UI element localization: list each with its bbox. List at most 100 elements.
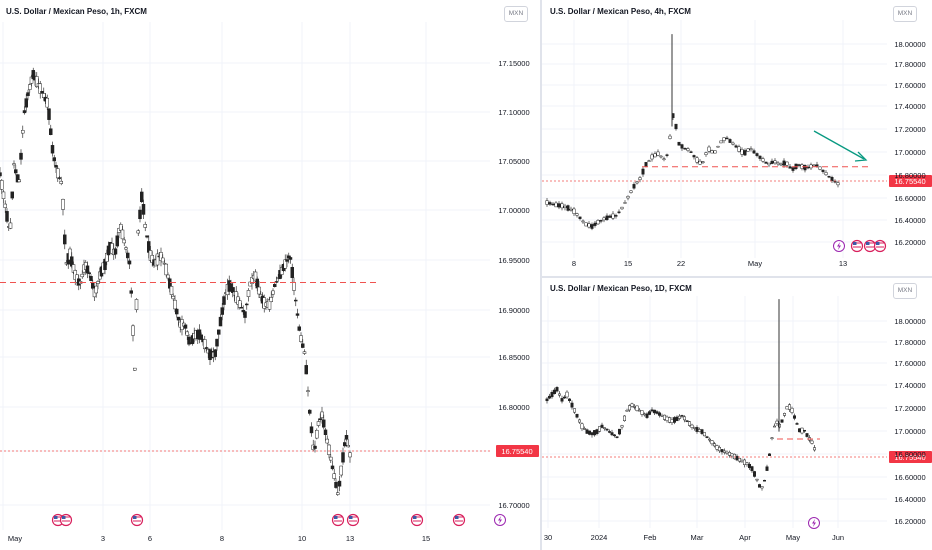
y-tick-label: 16.85000 (498, 353, 529, 362)
pane-divider-vertical[interactable] (540, 0, 542, 550)
candle-down (304, 365, 308, 375)
candle-up (625, 409, 629, 412)
candle-up (161, 257, 165, 263)
candle-down (54, 165, 58, 168)
candle-down (10, 191, 14, 199)
candle-down (752, 150, 756, 154)
us-flag-icon[interactable] (850, 239, 864, 253)
candle-up (755, 478, 759, 481)
candle-down (655, 411, 659, 414)
candlestick-chart-1h[interactable]: 16.75540 17.15000 17.10000 17.05000 17.00000… (0, 0, 540, 550)
candle-up (710, 150, 714, 154)
candle-down (47, 108, 51, 120)
bolt-icon[interactable] (808, 517, 820, 529)
candle-down (575, 413, 579, 418)
candle-down (5, 211, 9, 222)
candle-down (85, 265, 90, 274)
candle-down (763, 479, 766, 482)
candle-up (346, 445, 350, 448)
candle-up (28, 84, 32, 90)
us-flag-icon[interactable] (130, 513, 144, 527)
bolt-icon[interactable] (494, 514, 506, 526)
candle-up (708, 438, 711, 441)
candle-up (575, 213, 579, 216)
candle-up (203, 339, 207, 350)
candle-up (131, 325, 135, 336)
candle-down (805, 433, 809, 437)
candle-up (818, 166, 822, 170)
candle-down (557, 203, 561, 208)
candle-down (780, 419, 784, 423)
bolt-icon[interactable] (833, 240, 845, 252)
candle-down (273, 284, 277, 287)
candle-up (580, 423, 584, 430)
candle-down (734, 145, 738, 148)
candle-up (690, 424, 694, 428)
us-flag-icon[interactable] (346, 513, 360, 527)
us-flag-icon[interactable] (452, 513, 466, 527)
y-tick-label: 16.80000 (498, 403, 529, 412)
candle-up (565, 391, 569, 398)
candle-up (332, 473, 336, 479)
candle-up (59, 180, 63, 184)
candle-down (568, 398, 571, 401)
chart-pane-1d[interactable]: 16.75540 18.00000 17.80000 17.60000 17.40000… (542, 278, 932, 550)
candle-down (725, 137, 729, 140)
candle-down (798, 428, 801, 433)
candlestick-chart-4h[interactable]: 16.75540 18.00000 17.80000 17.60000 17.40000… (542, 0, 932, 276)
y-tick-label: 17.80000 (894, 60, 925, 69)
candle-up (643, 413, 646, 416)
currency-button-1d[interactable]: MXN (893, 283, 917, 299)
candle-up (668, 135, 672, 139)
candle-down (782, 160, 786, 166)
candle-down (673, 417, 676, 423)
candle-up (719, 140, 723, 144)
candle-down (618, 428, 621, 435)
candle-up (348, 452, 352, 458)
candle-up (596, 220, 600, 225)
candle-down (599, 220, 603, 222)
us-flag-icon[interactable] (59, 513, 73, 527)
x-tick-label: 22 (677, 259, 685, 268)
candle-down (615, 436, 619, 438)
chart-pane-4h[interactable]: 16.75540 18.00000 17.80000 17.60000 17.40000… (542, 0, 932, 276)
candle-up (80, 273, 84, 278)
candle-up (728, 452, 731, 456)
candle-down (695, 427, 699, 432)
candle-down (545, 398, 549, 402)
candle-up (171, 296, 175, 300)
candle-up (17, 179, 21, 183)
candle-up (12, 163, 16, 166)
candle-up (783, 413, 786, 416)
x-tick-label: 13 (346, 534, 354, 543)
candle-down (758, 484, 761, 488)
us-flag-icon[interactable] (410, 513, 424, 527)
y-tick-label: 18.00000 (894, 40, 925, 49)
us-flag-icon[interactable] (873, 239, 887, 253)
us-flag-icon[interactable] (331, 513, 345, 527)
chart-pane-1h[interactable]: 16.75540 17.15000 17.10000 17.05000 17.00000… (0, 0, 540, 550)
candle-down (793, 415, 796, 419)
x-tick-label: Feb (644, 533, 657, 542)
candle-down (285, 259, 289, 262)
candle-up (336, 492, 340, 495)
candle-down (815, 164, 819, 167)
candle-down (590, 224, 594, 229)
currency-button-1h[interactable]: MXN (504, 6, 528, 22)
candlestick-chart-1d[interactable]: 16.75540 18.00000 17.80000 17.60000 17.40000… (542, 278, 932, 550)
candle-up (745, 462, 749, 465)
candle-down (748, 463, 751, 469)
candle-up (767, 162, 771, 166)
x-tick-label: May (786, 533, 800, 542)
last-price-badge (496, 445, 539, 457)
candle-up (602, 217, 606, 221)
currency-button-4h[interactable]: MXN (893, 6, 917, 22)
candle-up (678, 415, 681, 419)
candle-down (768, 453, 771, 456)
candle-up (164, 263, 168, 276)
candle-up (647, 160, 651, 162)
candle-down (605, 215, 609, 220)
us-flag-icon[interactable] (863, 239, 877, 253)
pane-divider-horizontal[interactable] (540, 276, 932, 278)
candle-up (560, 203, 564, 209)
